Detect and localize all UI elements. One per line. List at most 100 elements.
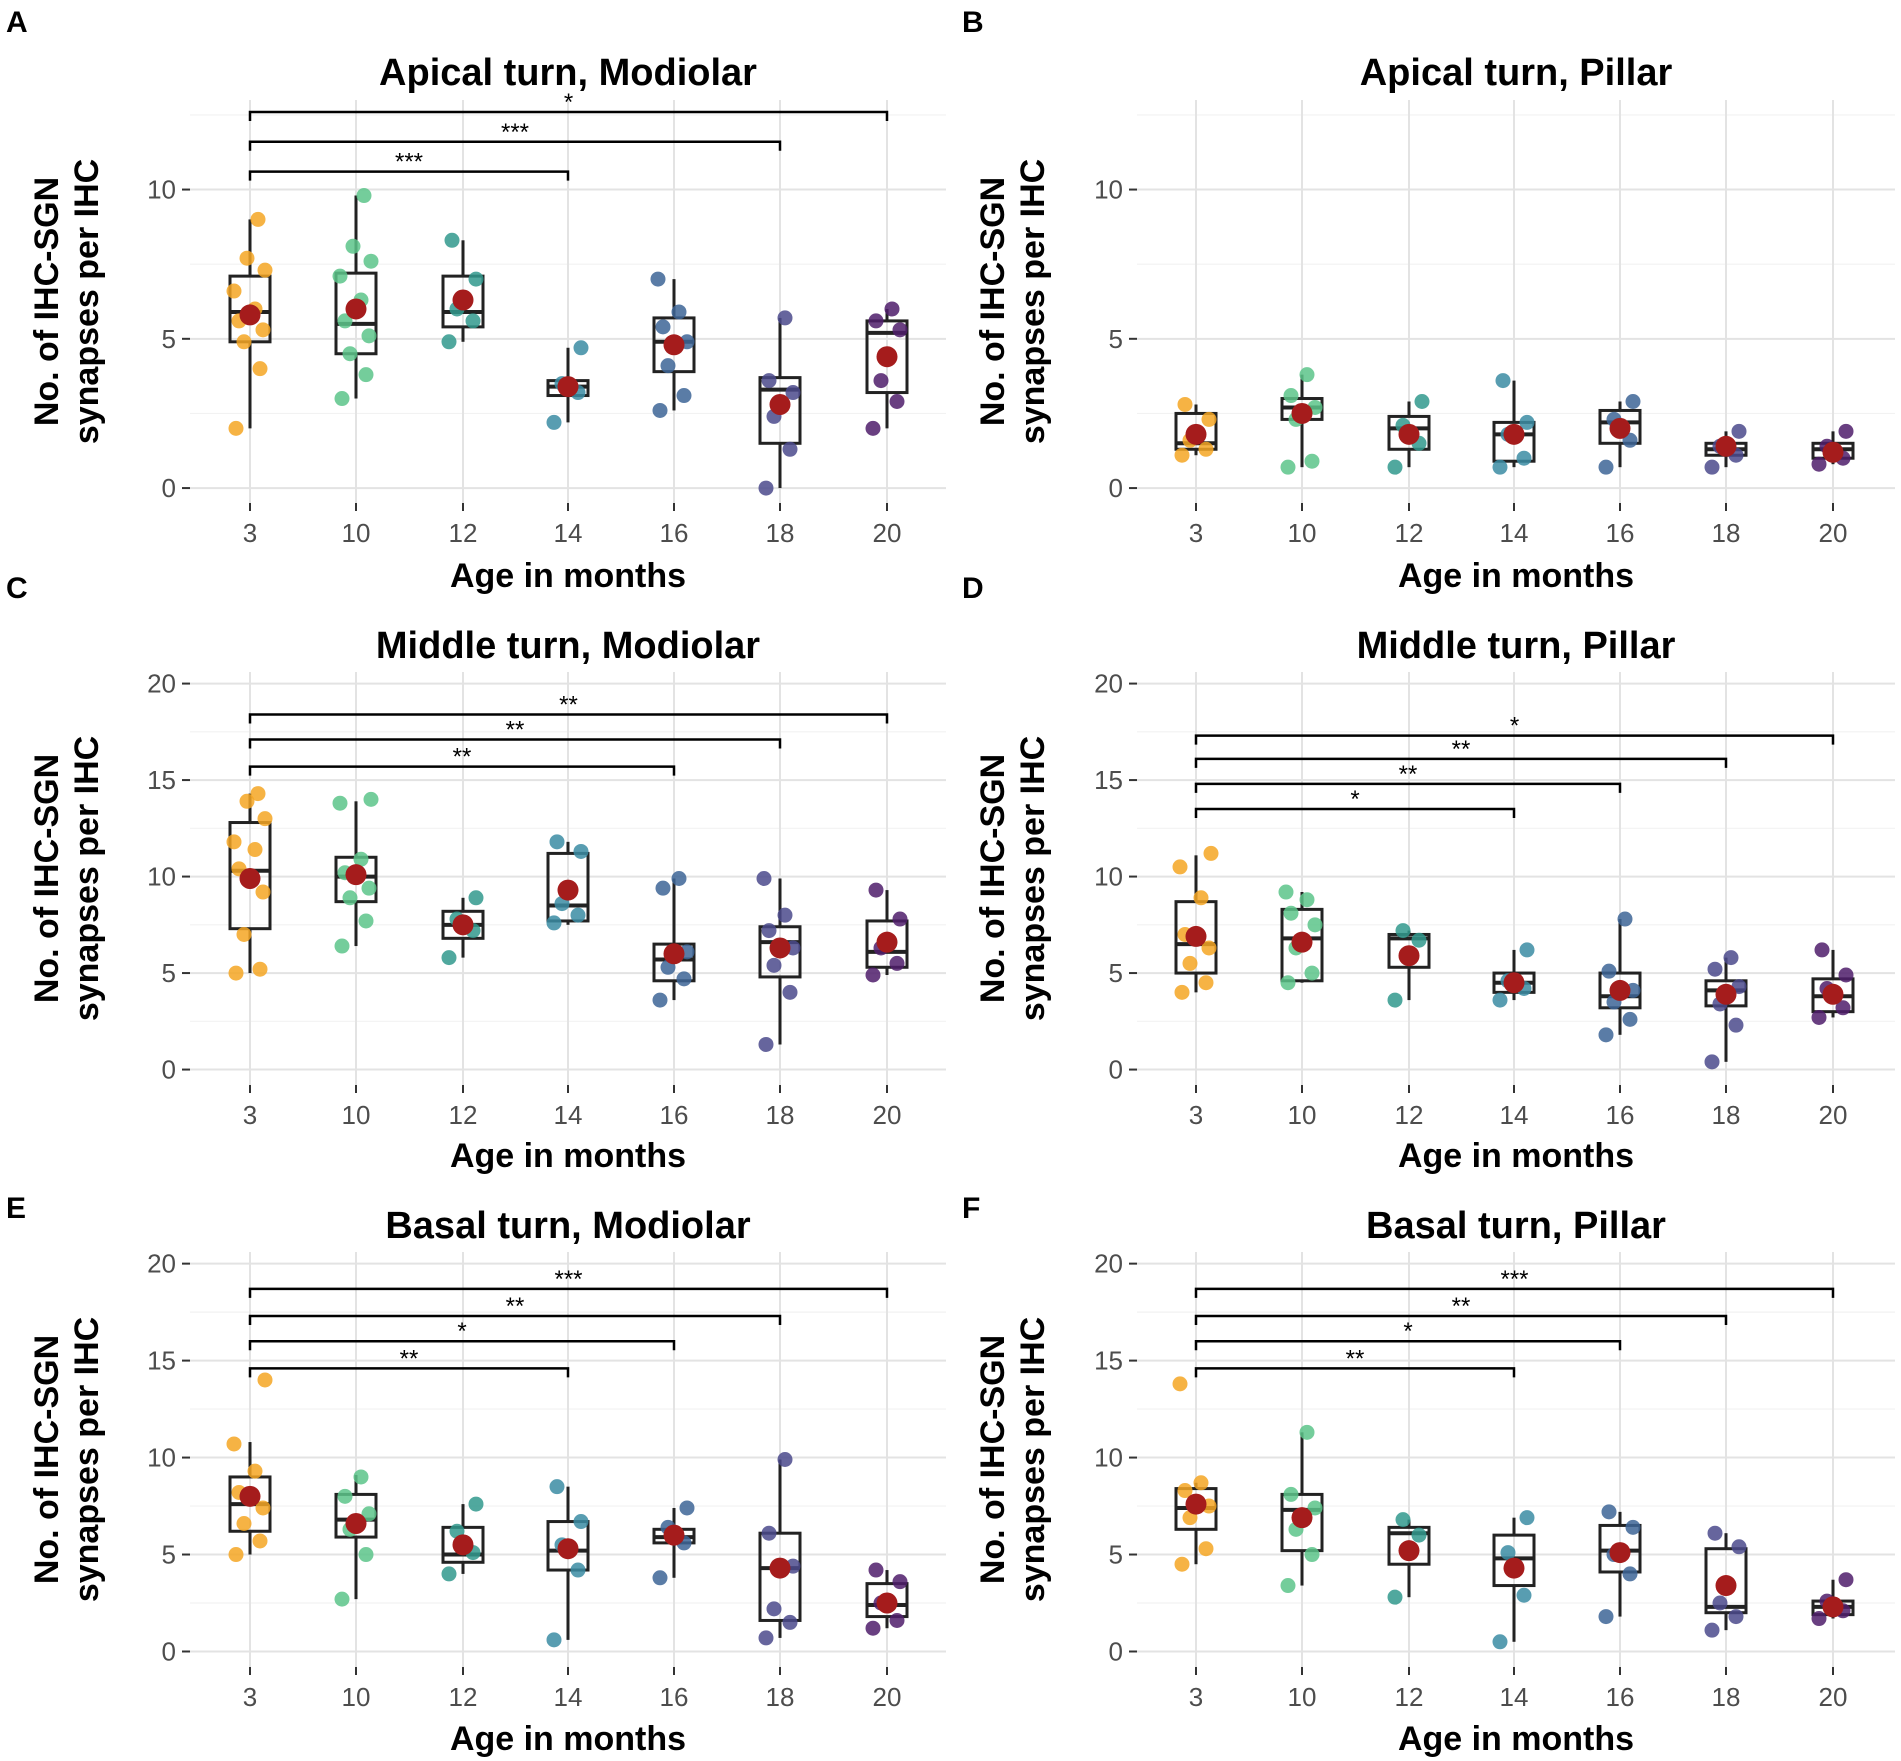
- x-tick-label: 3: [1189, 518, 1203, 548]
- box-iqr: [1174, 411, 1218, 451]
- data-point: [358, 1547, 374, 1563]
- data-point: [1519, 942, 1535, 958]
- box-group-12: [1387, 923, 1431, 1008]
- x-tick-label: 18: [766, 1100, 795, 1130]
- y-axis-title: No. of IHC-SGNsynapses per IHC: [974, 159, 1052, 444]
- mean-point: [769, 393, 791, 415]
- data-point: [1307, 1500, 1323, 1516]
- x-tick-label: 14: [554, 1100, 583, 1130]
- data-point: [1598, 1027, 1614, 1043]
- data-point: [1177, 396, 1193, 412]
- significance-bracket: **: [248, 1293, 782, 1325]
- data-point: [334, 391, 350, 407]
- data-point: [1299, 1424, 1315, 1440]
- mean-point: [663, 334, 685, 356]
- data-point: [1838, 1572, 1854, 1588]
- data-point: [1387, 1589, 1403, 1605]
- data-point: [660, 358, 676, 374]
- data-point: [1712, 1595, 1728, 1611]
- data-point: [785, 385, 801, 401]
- data-point: [1283, 388, 1299, 404]
- y-axis-title: No. of IHC-SGNsynapses per IHC: [28, 159, 106, 444]
- data-point: [1622, 1011, 1638, 1027]
- data-point: [1598, 459, 1614, 475]
- y-tick-label: 5: [1109, 958, 1123, 988]
- significance-label: **: [1452, 736, 1471, 763]
- mean-point: [876, 931, 898, 953]
- data-point: [250, 786, 266, 802]
- x-tick-label: 16: [1606, 1682, 1635, 1712]
- mean-point: [1715, 435, 1737, 457]
- y-axis-title-line2: synapses per IHC: [1014, 1317, 1052, 1602]
- mean-point: [1185, 925, 1207, 947]
- y-tick-label: 0: [162, 1636, 176, 1666]
- panel-title: Basal turn, Pillar: [1366, 1205, 1666, 1247]
- box-iqr: [1704, 1547, 1748, 1615]
- data-point: [573, 1514, 589, 1530]
- bracket-line: [1194, 757, 1728, 768]
- box-group-20: [1811, 1572, 1855, 1627]
- box-group-18: [758, 310, 802, 496]
- panel-title: Basal turn, Modiolar: [385, 1205, 750, 1247]
- data-point: [1838, 423, 1854, 439]
- box-iqr: [546, 851, 590, 923]
- data-point: [1492, 992, 1508, 1008]
- box-iqr: [758, 376, 802, 445]
- box-group-14: [1492, 942, 1536, 1008]
- box-group-12: [441, 890, 485, 966]
- data-point: [573, 843, 589, 859]
- data-point: [652, 402, 668, 418]
- data-point: [257, 1372, 273, 1388]
- box-group-10: [1280, 367, 1324, 475]
- data-point: [1811, 1009, 1827, 1025]
- data-point: [257, 811, 273, 827]
- y-tick-label: 0: [1109, 473, 1123, 503]
- data-point: [226, 834, 242, 850]
- box-group-16: [1598, 1504, 1642, 1625]
- data-point: [782, 1614, 798, 1630]
- x-tick-label: 3: [243, 1100, 257, 1130]
- x-tick-label: 18: [1712, 1100, 1741, 1130]
- box-iqr: [865, 919, 909, 969]
- data-point: [1198, 441, 1214, 457]
- box-group-20: [1811, 942, 1855, 1025]
- significance-bracket: *: [248, 1318, 676, 1351]
- y-tick-label: 15: [147, 765, 176, 795]
- data-point: [650, 271, 666, 287]
- mean-point: [452, 1534, 474, 1556]
- x-tick-label: 12: [1395, 1100, 1424, 1130]
- box-group-12: [1387, 394, 1431, 475]
- panel-letter: C: [6, 572, 28, 605]
- data-point: [761, 923, 777, 939]
- data-point: [1731, 423, 1747, 439]
- data-point: [1411, 932, 1427, 948]
- x-tick-label: 16: [1606, 518, 1635, 548]
- panel-title: Apical turn, Modiolar: [379, 52, 757, 94]
- significance-bracket: **: [1194, 736, 1728, 768]
- data-point: [226, 283, 242, 299]
- box-group-16: [652, 1500, 696, 1586]
- x-tick-label: 12: [449, 518, 478, 548]
- data-point: [1731, 1539, 1747, 1555]
- data-point: [873, 373, 889, 389]
- x-tick-label: 14: [554, 1682, 583, 1712]
- box-iqr: [865, 1582, 909, 1619]
- significance-bracket: ***: [248, 119, 782, 151]
- data-point: [356, 188, 372, 204]
- data-point: [441, 334, 457, 350]
- data-point: [361, 1506, 377, 1522]
- data-point: [1395, 1512, 1411, 1528]
- data-point: [1704, 1054, 1720, 1070]
- data-point: [1395, 923, 1411, 939]
- significance-label: *: [1510, 713, 1519, 740]
- data-point: [342, 890, 358, 906]
- significance-bracket: *: [1194, 713, 1835, 745]
- x-tick-label: 10: [342, 1100, 371, 1130]
- mean-point: [1822, 983, 1844, 1005]
- data-point: [361, 880, 377, 896]
- data-point: [546, 1632, 562, 1648]
- mean-point: [239, 1485, 261, 1507]
- data-point: [1299, 367, 1315, 383]
